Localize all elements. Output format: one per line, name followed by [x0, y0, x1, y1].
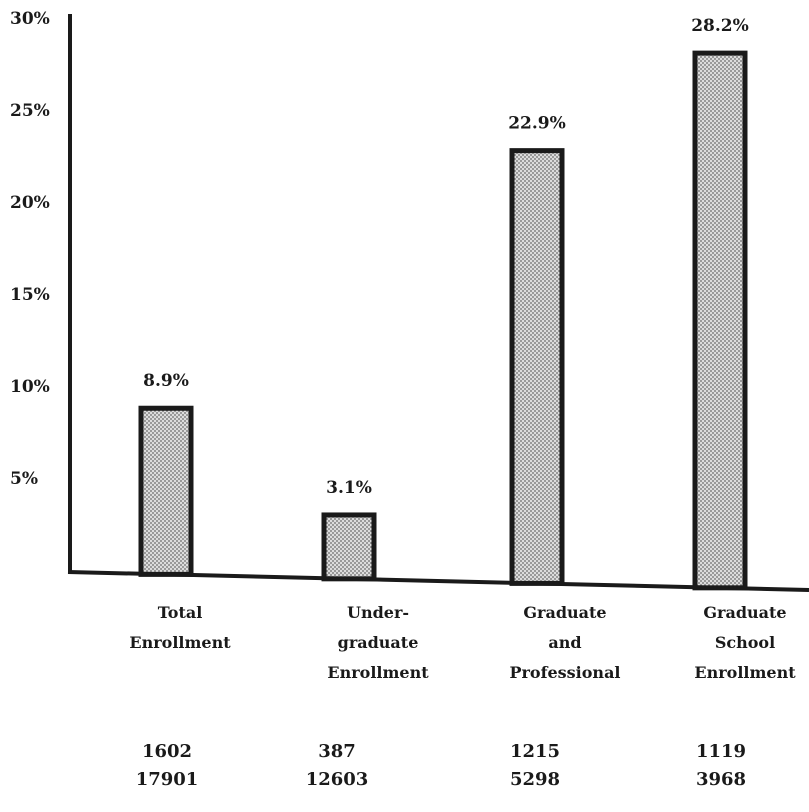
category-label: Graduate	[523, 603, 606, 622]
y-tick-label: 5%	[10, 469, 38, 489]
count-label: 387	[318, 741, 356, 762]
category-label: School	[715, 633, 775, 652]
category-label: Enrollment	[327, 663, 429, 682]
count-label: 1602	[142, 741, 192, 762]
y-tick-label: 10%	[10, 377, 50, 397]
category-label: and	[548, 633, 581, 652]
count-labels: 1602 17901 387 12603 1215 5298 1119 3968	[136, 741, 746, 790]
count-label: 3968	[696, 769, 746, 790]
bar	[692, 50, 748, 591]
data-label: 8.9%	[143, 371, 189, 391]
category-label: Total	[158, 603, 203, 622]
data-label: 28.2%	[691, 16, 749, 36]
category-label: graduate	[338, 633, 419, 652]
category-label: Under-	[347, 603, 409, 622]
category-label: Graduate	[703, 603, 786, 622]
bar	[509, 148, 565, 586]
bars-layer	[138, 50, 748, 591]
data-label: 3.1%	[326, 478, 372, 498]
y-tick-label: 25%	[10, 101, 50, 121]
y-tick-label: 20%	[10, 193, 50, 213]
data-label: 22.9%	[508, 114, 566, 134]
x-axis	[67, 570, 809, 592]
category-label: Professional	[509, 663, 620, 682]
data-labels: 8.9% 3.1% 22.9% 28.2%	[143, 16, 749, 498]
y-tick-label: 30%	[10, 9, 50, 29]
y-tick-label: 15%	[10, 285, 50, 305]
bar	[321, 512, 377, 582]
count-label: 1215	[510, 741, 560, 762]
count-label: 1119	[696, 741, 746, 762]
count-label: 12603	[306, 769, 369, 790]
count-label: 5298	[510, 769, 560, 790]
category-label: Enrollment	[129, 633, 231, 652]
y-tick-labels: 5% 10% 15% 20% 25% 30%	[10, 9, 50, 489]
category-labels: Total Enrollment Under-graduate Enrollment G…	[129, 603, 796, 682]
category-label: Enrollment	[694, 663, 796, 682]
axes-layer	[67, 14, 809, 592]
bar	[138, 405, 194, 577]
count-label: 17901	[136, 769, 199, 790]
